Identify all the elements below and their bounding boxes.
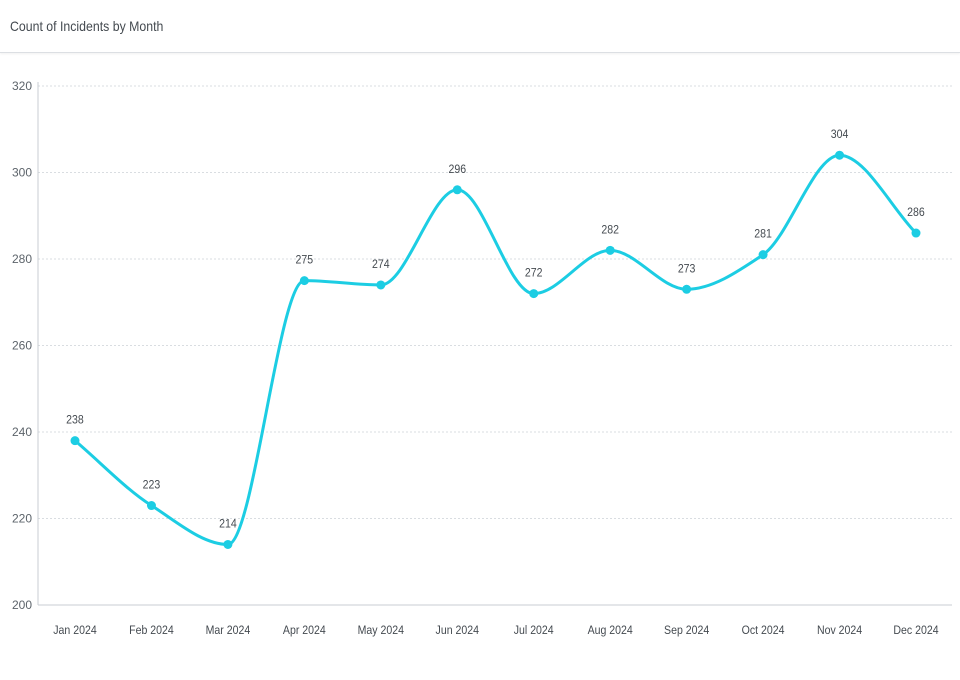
data-point <box>146 501 156 511</box>
data-labels: 238 223 214 275 274 296 272 282 273 281 304 286 <box>66 129 925 531</box>
data-point <box>605 245 615 255</box>
data-point <box>223 539 233 549</box>
axes <box>37 82 952 606</box>
chart-title: Count of Incidents by Month <box>10 18 164 34</box>
data-label: 282 <box>601 224 619 237</box>
panel-header: Count of Incidents by Month <box>0 0 960 53</box>
x-tick-label: Aug 2024 <box>588 624 633 637</box>
grid-lines <box>38 85 952 519</box>
y-tick-label: 240 <box>12 425 32 439</box>
y-tick-label: 280 <box>12 252 32 266</box>
y-tick-label: 300 <box>12 166 32 180</box>
y-tick-label: 320 <box>12 79 32 93</box>
data-label: 304 <box>831 129 849 142</box>
series-group <box>73 153 918 546</box>
x-tick-label: Sep 2024 <box>664 624 709 637</box>
chart-area: 200 220 240 260 280 300 320 Jan 2024 Feb 2024 Ma… <box>0 53 960 675</box>
x-tick-label: Nov 2024 <box>817 624 862 637</box>
data-point <box>529 289 539 299</box>
y-axis-ticks: 200 220 240 260 280 300 320 <box>12 79 32 612</box>
x-tick-label: Jan 2024 <box>53 624 96 637</box>
data-label: 272 <box>525 267 543 280</box>
x-tick-label: Jul 2024 <box>514 624 554 637</box>
y-tick-label: 200 <box>12 598 32 612</box>
data-label: 275 <box>296 254 314 267</box>
data-label: 273 <box>678 263 696 276</box>
data-label: 281 <box>754 228 772 241</box>
data-points <box>70 150 921 549</box>
x-tick-label: Jun 2024 <box>436 624 479 637</box>
x-tick-label: Dec 2024 <box>893 624 938 637</box>
data-point <box>452 185 462 195</box>
data-label: 223 <box>143 479 161 492</box>
data-label: 296 <box>448 163 466 176</box>
series-line <box>73 153 918 546</box>
x-tick-label: Apr 2024 <box>283 624 326 637</box>
x-axis-ticks: Jan 2024 Feb 2024 Mar 2024 Apr 2024 May 2024… <box>53 624 938 637</box>
data-point <box>376 280 386 290</box>
data-point <box>70 436 80 446</box>
data-point <box>911 228 921 238</box>
data-label: 238 <box>66 414 84 427</box>
y-tick-label: 260 <box>12 339 32 353</box>
x-tick-label: Mar 2024 <box>206 624 251 637</box>
data-label: 286 <box>907 206 925 219</box>
y-tick-label: 220 <box>12 512 32 526</box>
data-label: 274 <box>372 258 390 271</box>
data-point <box>835 150 845 160</box>
data-label: 214 <box>219 518 237 531</box>
x-tick-label: May 2024 <box>358 624 404 637</box>
x-tick-label: Feb 2024 <box>129 624 174 637</box>
line-chart: 200 220 240 260 280 300 320 Jan 2024 Feb 2024 Ma… <box>12 79 952 637</box>
data-point <box>299 276 309 286</box>
data-point <box>682 284 692 294</box>
data-point <box>758 250 768 260</box>
x-tick-label: Oct 2024 <box>742 624 785 637</box>
